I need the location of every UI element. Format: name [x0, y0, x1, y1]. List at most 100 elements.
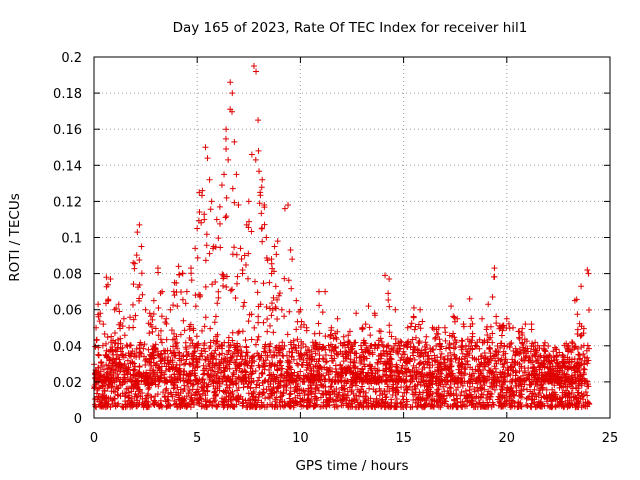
data-point [225, 334, 232, 341]
data-point [198, 403, 205, 410]
data-point [404, 398, 411, 405]
data-point [102, 352, 109, 359]
data-point [291, 388, 298, 395]
data-point [245, 250, 252, 257]
data-point [477, 370, 484, 377]
data-point [159, 339, 166, 346]
data-point [202, 392, 209, 399]
data-point [213, 338, 220, 345]
data-point [525, 371, 532, 378]
data-point [585, 270, 592, 277]
data-point [183, 356, 190, 363]
data-point [229, 337, 236, 344]
data-point [536, 390, 543, 397]
data-point [389, 385, 396, 392]
data-point [485, 361, 492, 368]
y-tick-label: 0.1 [61, 232, 82, 247]
data-point [229, 329, 236, 336]
data-point [172, 364, 179, 371]
data-point [162, 348, 169, 355]
data-point [350, 377, 357, 384]
data-point [201, 211, 208, 218]
data-point [384, 359, 391, 366]
data-point [558, 377, 565, 384]
data-point [194, 377, 201, 384]
data-point [568, 349, 575, 356]
data-point [581, 361, 588, 368]
data-point [206, 376, 213, 383]
x-tick-label: 25 [602, 431, 619, 446]
data-point [99, 363, 106, 370]
data-point [191, 342, 198, 349]
data-point [500, 364, 507, 371]
y-tick-label: 0.18 [53, 87, 82, 102]
data-point [223, 213, 230, 220]
data-point [450, 313, 457, 320]
data-point [175, 263, 182, 270]
data-point [541, 363, 548, 370]
data-point [120, 403, 127, 410]
data-point [294, 385, 301, 392]
data-point [177, 331, 184, 338]
data-point [348, 387, 355, 394]
data-point [250, 390, 257, 397]
data-point [220, 282, 227, 289]
data-point [304, 403, 311, 410]
data-point [199, 327, 206, 334]
data-point [372, 401, 379, 408]
data-point [430, 403, 437, 410]
data-point [92, 370, 99, 377]
data-point [153, 360, 160, 367]
data-point [340, 392, 347, 399]
data-point [559, 394, 566, 401]
data-point [499, 382, 506, 389]
data-point [127, 314, 134, 321]
data-point [174, 345, 181, 352]
data-point [207, 206, 214, 213]
data-point [448, 358, 455, 365]
data-point [451, 376, 458, 383]
data-point [507, 363, 514, 370]
data-point [171, 335, 178, 342]
data-point [553, 356, 560, 363]
data-point [116, 321, 123, 328]
data-point [193, 356, 200, 363]
data-point [252, 156, 259, 163]
data-point [358, 346, 365, 353]
data-point [343, 394, 350, 401]
data-point [219, 271, 226, 278]
data-point [460, 401, 467, 408]
data-point [275, 349, 282, 356]
data-point [489, 293, 496, 300]
data-point [157, 327, 164, 334]
data-point [353, 310, 360, 317]
data-point [350, 390, 357, 397]
data-point [264, 328, 271, 335]
data-point [581, 377, 588, 384]
data-point [493, 320, 500, 327]
y-tick-label: 0.14 [53, 159, 82, 174]
data-point [459, 338, 466, 345]
data-point [523, 386, 530, 393]
data-point [397, 400, 404, 407]
data-point [494, 343, 501, 350]
data-point [208, 350, 215, 357]
data-point [394, 369, 401, 376]
data-point [504, 359, 511, 366]
data-point [160, 389, 167, 396]
data-point [475, 366, 482, 373]
data-point [316, 330, 323, 337]
data-point [179, 296, 186, 303]
data-point [271, 352, 278, 359]
data-point [203, 231, 210, 238]
data-point [196, 208, 203, 215]
data-point [404, 386, 411, 393]
data-point [335, 391, 342, 398]
data-point [466, 378, 473, 385]
x-tick-label: 5 [193, 431, 201, 446]
data-point [556, 384, 563, 391]
data-point [413, 375, 420, 382]
data-point [298, 352, 305, 359]
data-point [471, 385, 478, 392]
data-point [393, 349, 400, 356]
